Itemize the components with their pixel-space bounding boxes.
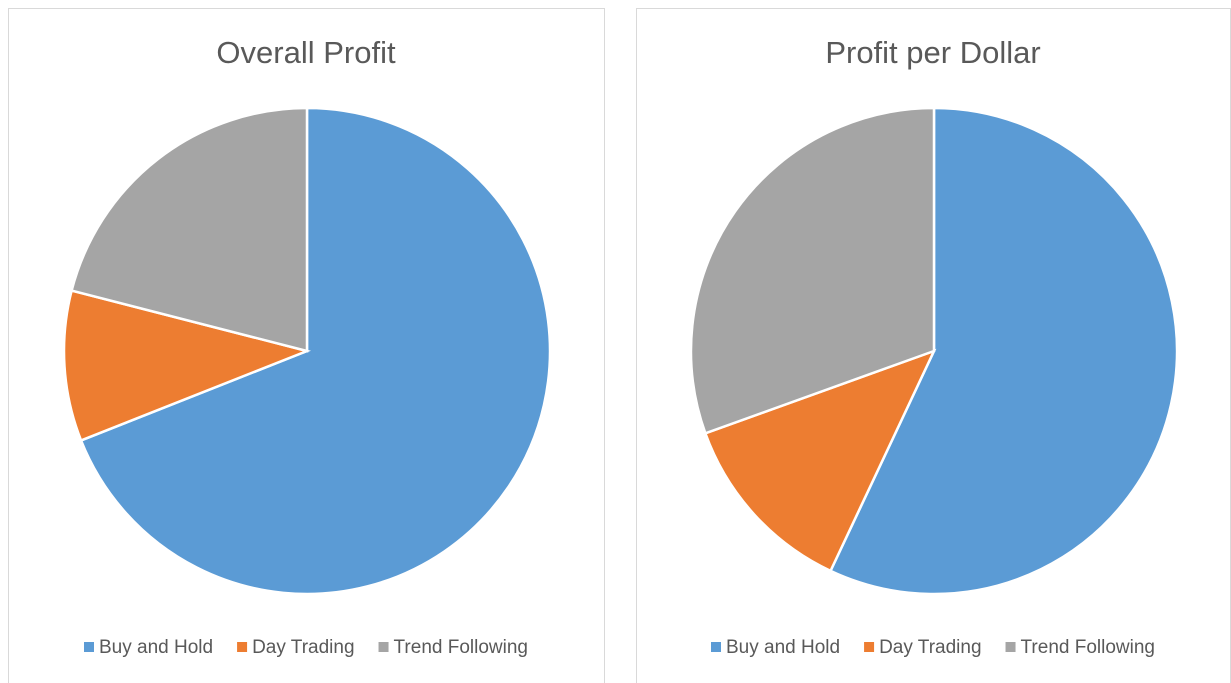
chart-title: Profit per Dollar (825, 35, 1040, 70)
pie-slice (828, 106, 1179, 596)
chart: Profit per Dollar Buy and Hold Day Trading… (636, 8, 1231, 683)
legend-label: Buy and Hold (726, 637, 840, 658)
pie-slice (62, 289, 312, 443)
legend-marker (84, 642, 94, 652)
legend-label: Trend Following (394, 637, 528, 658)
legend-marker (378, 642, 389, 652)
legend-marker (864, 642, 875, 652)
pie-slice (79, 106, 552, 596)
chart: Overall Profit Buy and Hold Day Trading Tre… (8, 8, 605, 683)
legend: Buy and Hold Day Trading Trend Following (711, 637, 1155, 658)
pie-slice (703, 348, 937, 573)
legend-label: Day Trading (879, 637, 981, 658)
legend-marker (237, 642, 248, 652)
legend-marker (1005, 642, 1016, 652)
chart-title: Overall Profit (216, 35, 396, 70)
pie-slice (70, 106, 309, 353)
chart-border (8, 8, 605, 683)
legend-label: Trend Following (1021, 637, 1155, 658)
legend-label: Buy and Hold (99, 637, 213, 658)
legend-label: Day Trading (252, 637, 354, 658)
legend-marker (711, 642, 721, 652)
legend: Buy and Hold Day Trading Trend Following (84, 637, 528, 658)
pie-slice (689, 106, 936, 435)
